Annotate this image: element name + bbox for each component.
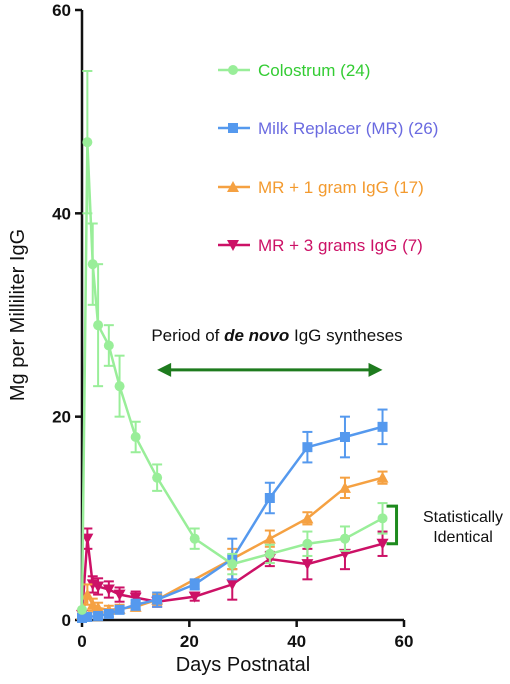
y-axis-label: Mg per Milliliter IgG: [7, 229, 29, 401]
data-point-marker: [92, 601, 105, 613]
series-0: [77, 70, 388, 615]
bracket-label-line2: Identical: [433, 529, 493, 546]
data-point-marker: [103, 340, 114, 351]
data-point-marker: [152, 594, 163, 605]
data-point-marker: [189, 533, 200, 544]
legend-item: MR + 1 gram IgG (17): [218, 178, 424, 197]
data-point-marker: [81, 588, 94, 600]
bracket-shape: [386, 504, 399, 546]
data-point-marker: [264, 493, 275, 503]
data-point-marker: [82, 137, 93, 148]
bracket-annotation: Statistically Identical: [386, 504, 503, 546]
data-point-marker: [93, 320, 104, 331]
data-point-marker: [228, 65, 238, 75]
data-point-marker: [92, 581, 105, 593]
data-point-marker: [152, 472, 163, 483]
data-point-marker: [377, 421, 388, 432]
data-point-marker: [129, 592, 142, 604]
data-point-marker: [227, 240, 239, 251]
data-point-marker: [377, 513, 388, 524]
data-point-marker: [264, 548, 275, 559]
data-point-marker: [301, 512, 314, 524]
data-point-marker: [77, 612, 87, 623]
x-tick-label: 40: [287, 632, 306, 651]
legend-item: Milk Replacer (MR) (26): [218, 119, 438, 138]
x-tick-label: 0: [77, 632, 86, 651]
legend-label: Colostrum (24): [258, 61, 370, 80]
x-axis-label: Days Postnatal: [176, 654, 311, 676]
period-arrow-head-right: [368, 362, 383, 377]
y-tick-label: 60: [52, 1, 71, 20]
data-point-marker: [302, 538, 313, 549]
legend-label: Milk Replacer (MR) (26): [258, 119, 438, 138]
period-label-before: Period of: [151, 326, 224, 345]
data-point-marker: [227, 181, 239, 192]
data-point-marker: [339, 432, 350, 442]
y-tick-label: 40: [52, 204, 71, 223]
data-point-marker: [189, 579, 200, 590]
period-label: Period of de novo IgG syntheses: [151, 326, 402, 345]
y-tick-label: 0: [62, 611, 71, 630]
data-point-marker: [228, 123, 238, 133]
data-point-marker: [227, 559, 238, 570]
data-point-marker: [130, 599, 141, 610]
data-point-marker: [376, 538, 389, 550]
data-point-marker: [301, 559, 314, 571]
bracket-label-line1: Statistically: [423, 509, 503, 526]
data-point-marker: [82, 611, 93, 622]
period-label-after: IgG syntheses: [289, 326, 402, 345]
data-point-marker: [130, 432, 141, 442]
data-point-marker: [338, 481, 351, 493]
data-point-marker: [113, 589, 126, 601]
data-point-marker: [114, 381, 125, 392]
data-point-marker: [188, 591, 201, 603]
legend-item: Colostrum (24): [218, 61, 370, 80]
data-point-marker: [93, 610, 104, 621]
data-point-marker: [114, 604, 125, 615]
data-point-marker: [376, 471, 389, 483]
y-tick-label: 20: [52, 408, 71, 427]
series-layer: [76, 70, 389, 623]
data-point-marker: [77, 604, 87, 615]
data-point-marker: [81, 533, 94, 545]
period-arrow-head-left: [157, 362, 172, 377]
series-line: [80, 142, 384, 610]
data-point-marker: [339, 533, 350, 544]
x-tick-label: 60: [395, 632, 414, 651]
x-tick-label: 20: [180, 632, 199, 651]
data-point-marker: [103, 608, 114, 619]
data-point-marker: [87, 259, 98, 270]
legend-label: MR + 3 grams IgG (7): [258, 236, 423, 255]
data-point-marker: [263, 532, 276, 544]
data-point-marker: [302, 442, 313, 453]
data-point-marker: [102, 584, 115, 596]
period-label-emph: de novo: [224, 326, 289, 345]
legend: Colostrum (24) Milk Replacer (MR) (26) MR …: [218, 61, 438, 255]
period-annotation: Period of de novo IgG syntheses: [151, 326, 403, 377]
legend-label: MR + 1 gram IgG (17): [258, 178, 424, 197]
data-point-marker: [226, 579, 239, 591]
legend-item: MR + 3 grams IgG (7): [218, 236, 423, 255]
